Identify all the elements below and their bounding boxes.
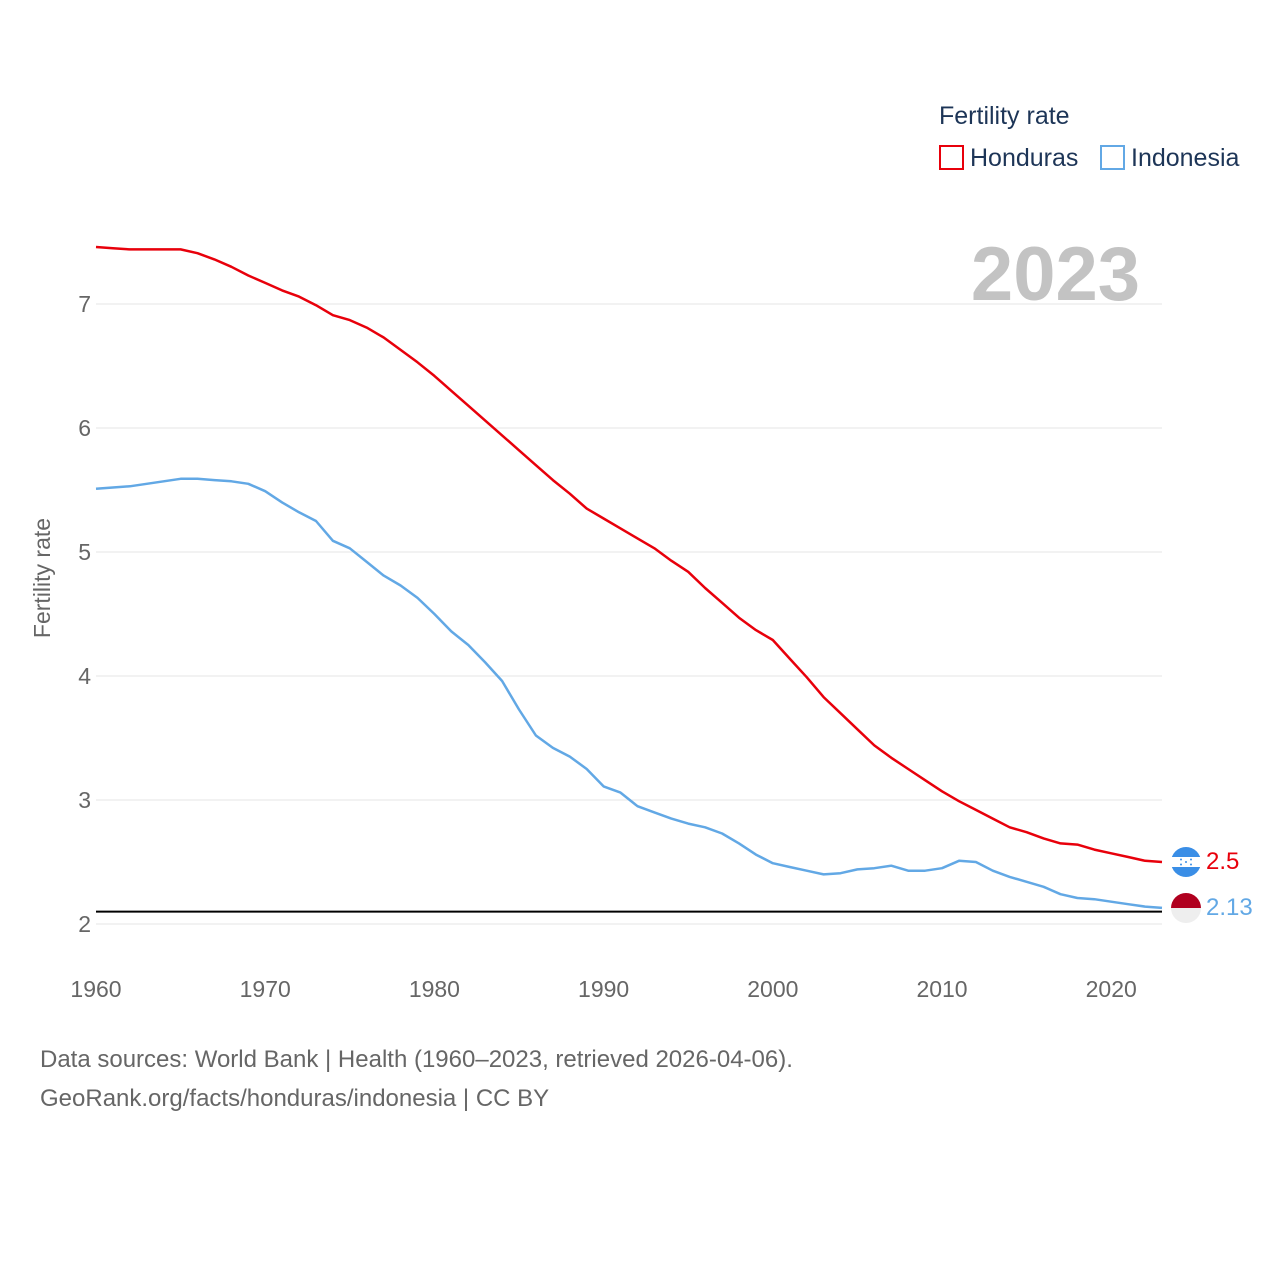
x-tick-label: 2000 — [747, 976, 798, 1002]
y-tick-label: 6 — [78, 415, 91, 441]
fertility-line-chart: Fertility rate Honduras Indonesia 2023 F… — [29, 102, 1253, 1002]
x-tick-label: 1980 — [409, 976, 460, 1002]
footer: Data sources: World Bank | Health (1960–… — [40, 1040, 793, 1118]
series-line-indonesia — [95, 477, 1163, 910]
y-tick-label: 5 — [78, 539, 91, 565]
y-tick-label: 2 — [78, 911, 91, 937]
y-tick-label: 7 — [78, 291, 91, 317]
x-tick-label: 1960 — [70, 976, 121, 1002]
end-label-honduras: 2.5 — [1206, 848, 1239, 875]
gridlines — [96, 303, 1162, 925]
series-lines — [95, 245, 1163, 910]
legend-swatch-indonesia — [1100, 145, 1125, 170]
year-label: 2023 — [971, 232, 1140, 317]
y-tick-label: 4 — [78, 663, 91, 689]
x-tick-label: 2010 — [916, 976, 967, 1002]
x-tick-label: 2020 — [1086, 976, 1137, 1002]
y-axis-ticks: 2 3 4 5 6 7 — [78, 291, 91, 937]
legend-title: Fertility rate — [939, 102, 1070, 130]
legend-swatch-honduras — [939, 145, 964, 170]
x-tick-label: 1970 — [240, 976, 291, 1002]
legend-label-honduras: Honduras — [970, 144, 1078, 172]
legend-item-honduras[interactable]: Honduras — [939, 144, 1078, 172]
end-label-indonesia: 2.13 — [1206, 894, 1253, 921]
honduras-flag-icon — [1171, 847, 1201, 877]
footer-link[interactable]: GeoRank.org/facts/honduras/indonesia | C… — [40, 1085, 550, 1112]
y-axis-label: Fertility rate — [29, 518, 55, 638]
footer-source: Data sources: World Bank | Health (1960–… — [40, 1046, 793, 1073]
y-tick-label: 3 — [78, 787, 91, 813]
x-tick-label: 1990 — [578, 976, 629, 1002]
series-line-honduras — [95, 245, 1163, 864]
indonesia-flag-icon — [1171, 893, 1201, 923]
legend-label-indonesia: Indonesia — [1131, 144, 1240, 172]
legend-item-indonesia[interactable]: Indonesia — [1100, 144, 1240, 172]
x-axis-ticks: 1960 1970 1980 1990 2000 2010 2020 — [70, 976, 1136, 1002]
